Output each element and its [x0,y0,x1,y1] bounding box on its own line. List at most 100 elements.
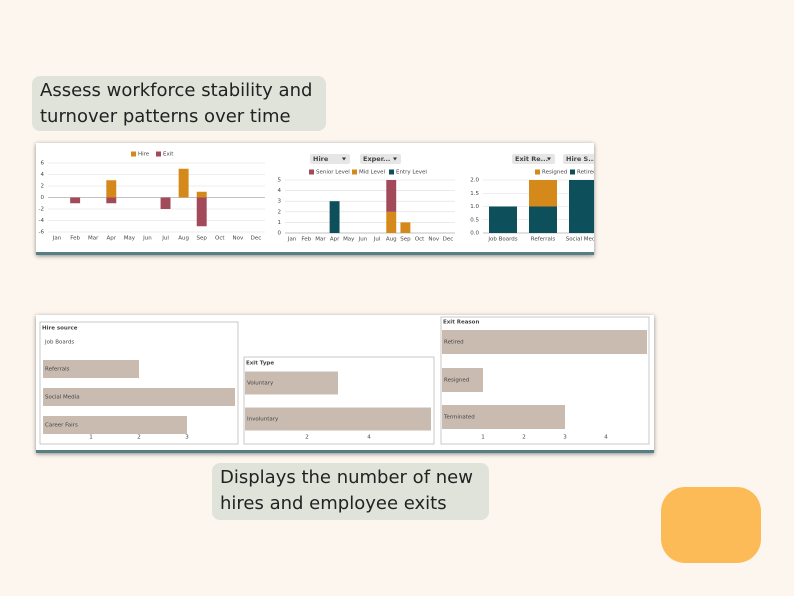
caption: Assess workforce stability and turnover … [32,76,326,131]
x-tick-label: Mar [88,236,99,242]
x-tick-label: Aug [178,236,189,242]
x-tick-label: Jun [358,237,368,243]
x-tick-label: 2 [137,435,141,441]
x-tick-label: 2 [522,435,526,441]
bar [442,405,565,429]
y-tick-label: 0.5 [470,217,479,223]
bar-label: Referrals [45,367,70,373]
bar-label: Job Boards [44,340,74,346]
bar-label: Involuntary [247,417,279,423]
legend-label: Senior Level [316,170,350,176]
y-tick-label: 2.0 [470,178,479,184]
chart-title: Hire source [42,326,78,332]
dropdown-arrow [595,158,599,161]
y-tick-label: 0.0 [470,231,479,237]
legend-label: Retired [577,170,597,176]
bar-label: Social Media [45,395,80,401]
bar [245,371,338,395]
bar [329,201,340,233]
legend-label: Exit [163,152,174,158]
x-tick-label: 3 [563,435,567,441]
x-tick-label: 4 [604,435,608,441]
x-tick-label: Sep [197,236,208,242]
y-tick-label: 0 [278,231,282,237]
y-tick-label: 1 [278,220,282,226]
legend-swatch [570,169,575,175]
x-tick-label: 4 [367,435,371,441]
y-tick-label: 4 [41,172,45,178]
x-tick-label: Sep [400,237,411,243]
panel-border [36,450,654,453]
legend-label: Hire [138,152,150,158]
x-tick-label: 3 [185,435,189,441]
x-tick-label: Jun [142,236,152,242]
chart-frame [243,356,435,445]
x-tick-label: Nov [428,237,439,243]
y-tick-label: 0 [41,195,45,201]
bar-label: Voluntary [247,381,274,387]
y-tick-label: -4 [39,218,45,224]
dropdown-arrow [547,157,551,161]
bar [43,388,235,406]
legend-swatch [535,169,540,175]
legend-swatch [131,151,136,157]
bar [196,197,207,227]
x-tick-label: Dec [443,237,454,243]
y-tick-label: -6 [39,230,45,236]
x-tick-label: Oct [215,236,225,242]
bar [529,206,557,233]
bar [196,191,207,198]
y-tick-label: 4 [278,188,282,194]
x-tick-label: 2 [305,435,309,441]
panel-content: Hire source 1 2 3 Job Boards Referrals Social … [39,316,650,445]
x-tick-label: Referrals [531,237,556,243]
panel-border [36,252,594,255]
decoration [661,487,761,563]
bar [386,211,397,233]
x-tick-label: Job Boards [487,237,517,243]
filter-label: Exit Re... [515,155,548,163]
dropdown-arrow [342,157,346,161]
x-tick-label: May [124,236,136,242]
filter-dropdown[interactable] [360,154,401,164]
x-tick-label: Nov [233,236,244,242]
y-tick-label: 3 [278,199,282,205]
legend-swatch [309,169,314,175]
bar [400,222,411,233]
bar [529,180,557,207]
legend-label: Resigned [542,170,567,176]
filter-label: Hire S... [566,155,596,163]
bar-label: Terminated [443,415,475,421]
filter-label: Hire [313,155,329,163]
chart-title: Exit Type [246,361,274,367]
legend-swatch [389,169,394,175]
x-tick-label: May [343,237,355,243]
bar [160,197,171,209]
y-tick-label: 1.5 [470,191,479,197]
bar-label: Career Fairs [45,423,78,429]
x-tick-label: Feb [70,236,80,242]
legend-swatch [156,151,161,157]
x-tick-label: Aug [386,237,397,243]
x-tick-label: Apr [330,237,340,243]
x-tick-label: Mar [315,237,326,243]
filter-dropdown[interactable] [512,154,555,164]
y-tick-label: 2 [278,209,282,215]
bar [106,180,117,198]
y-tick-label: 2 [41,184,45,190]
x-tick-label: 1 [89,435,93,441]
x-tick-label: Jan [52,236,62,242]
filter-dropdown[interactable] [563,154,603,164]
bar-label: Retired [444,340,464,346]
x-tick-label: Dec [251,236,262,242]
x-tick-label: Jan [287,237,297,243]
legend-label: Entry Level [396,170,427,176]
chart-frame [440,316,650,445]
filter-dropdown[interactable] [310,154,350,164]
bar [386,180,397,212]
y-tick-label: 1.0 [470,204,479,210]
bar [43,416,187,434]
